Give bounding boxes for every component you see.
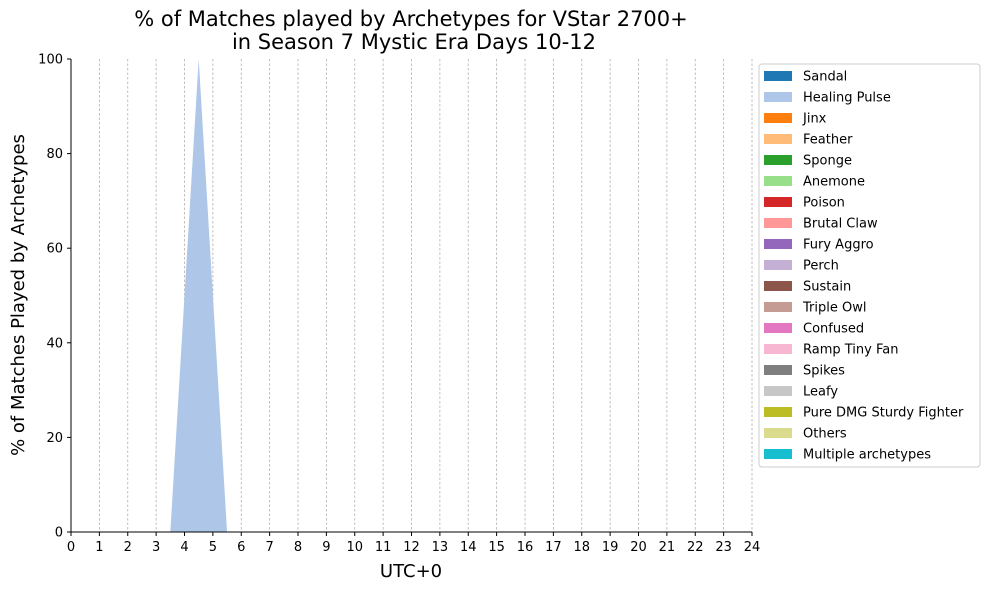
x-tick-label: 12 (403, 540, 420, 555)
legend-swatch (764, 323, 792, 333)
legend-swatch (764, 155, 792, 165)
legend-label: Anemone (803, 175, 865, 190)
legend-swatch (764, 197, 792, 207)
x-tick-label: 18 (573, 540, 590, 555)
legend-label: Multiple archetypes (803, 448, 931, 463)
x-tick-label: 5 (209, 540, 217, 555)
legend-label: Fury Aggro (803, 238, 874, 253)
legend-label: Triple Owl (802, 301, 866, 316)
legend-swatch (764, 218, 792, 228)
legend-swatch (764, 281, 792, 291)
x-tick-label: 23 (715, 540, 732, 555)
legend-swatch (764, 134, 792, 144)
y-tick-label: 100 (38, 53, 63, 68)
legend-label: Spikes (803, 364, 845, 379)
area-series-healing-pulse (71, 59, 752, 532)
legend-label: Ramp Tiny Fan (803, 343, 898, 358)
x-tick-label: 0 (67, 540, 75, 555)
x-axis-label: UTC+0 (380, 561, 442, 582)
legend-swatch (764, 428, 792, 438)
legend-label: Brutal Claw (803, 217, 878, 232)
x-tick-label: 9 (322, 540, 330, 555)
legend-label: Others (803, 427, 847, 442)
legend-swatch (764, 344, 792, 354)
x-tick-label: 2 (124, 540, 132, 555)
x-tick-label: 8 (294, 540, 302, 555)
legend-label: Jinx (802, 112, 827, 127)
x-tick-label: 11 (375, 540, 392, 555)
x-tick-label: 14 (460, 540, 477, 555)
y-tick-label: 20 (46, 431, 63, 446)
x-tick-label: 10 (346, 540, 363, 555)
y-tick-label: 0 (55, 526, 63, 541)
y-tick-label: 40 (46, 336, 63, 351)
x-tick-label: 4 (180, 540, 188, 555)
legend-swatch (764, 302, 792, 312)
legend-swatch (764, 239, 792, 249)
legend-label: Feather (803, 133, 853, 148)
x-tick-label: 22 (687, 540, 704, 555)
legend-swatch (764, 260, 792, 270)
chart-title-line1: % of Matches played by Archetypes for VS… (134, 7, 688, 31)
legend-label: Pure DMG Sturdy Fighter (803, 406, 964, 421)
legend-swatch (764, 449, 792, 459)
x-tick-label: 3 (152, 540, 160, 555)
legend-label: Sustain (803, 280, 851, 295)
grid-lines (98, 59, 753, 532)
legend-swatch (764, 176, 792, 186)
x-tick-label: 7 (265, 540, 273, 555)
x-tick-label: 21 (659, 540, 676, 555)
y-tick-label: 80 (46, 147, 63, 162)
x-tick-label: 6 (237, 540, 245, 555)
y-tick-label: 60 (46, 242, 63, 257)
legend: Sandal Healing Pulse Jinx Feather Sponge Anem… (758, 63, 981, 468)
legend-swatch (764, 113, 792, 123)
legend-label: Poison (803, 196, 845, 211)
x-tick-label: 15 (488, 540, 505, 555)
y-axis-label: % of Matches Played by Archetypes (8, 134, 29, 456)
legend-swatch (764, 71, 792, 81)
area-series-layer (71, 59, 752, 532)
legend-swatch (764, 407, 792, 417)
x-tick-labels: 0 1 2 3 4 5 6 7 8 9 10 11 12 13 14 15 16 17 18 19 20 21 22 23 24 (67, 532, 760, 555)
x-tick-label: 20 (630, 540, 647, 555)
chart-title-line2: in Season 7 Mystic Era Days 10-12 (232, 30, 596, 54)
legend-label: Perch (803, 259, 839, 274)
x-tick-label: 17 (545, 540, 562, 555)
x-tick-label: 19 (602, 540, 619, 555)
y-tick-labels: 0 20 40 60 80 100 (38, 53, 71, 541)
legend-swatch (764, 92, 792, 102)
legend-label: Leafy (803, 385, 838, 400)
legend-frame (758, 63, 981, 468)
legend-swatch (764, 386, 792, 396)
legend-swatch (764, 365, 792, 375)
legend-label: Sponge (803, 154, 852, 169)
legend-label: Confused (803, 322, 864, 337)
x-tick-label: 24 (744, 540, 761, 555)
x-tick-label: 16 (517, 540, 534, 555)
x-tick-label: 1 (95, 540, 103, 555)
x-tick-label: 13 (432, 540, 449, 555)
legend-label: Healing Pulse (803, 91, 891, 106)
legend-label: Sandal (803, 70, 847, 85)
